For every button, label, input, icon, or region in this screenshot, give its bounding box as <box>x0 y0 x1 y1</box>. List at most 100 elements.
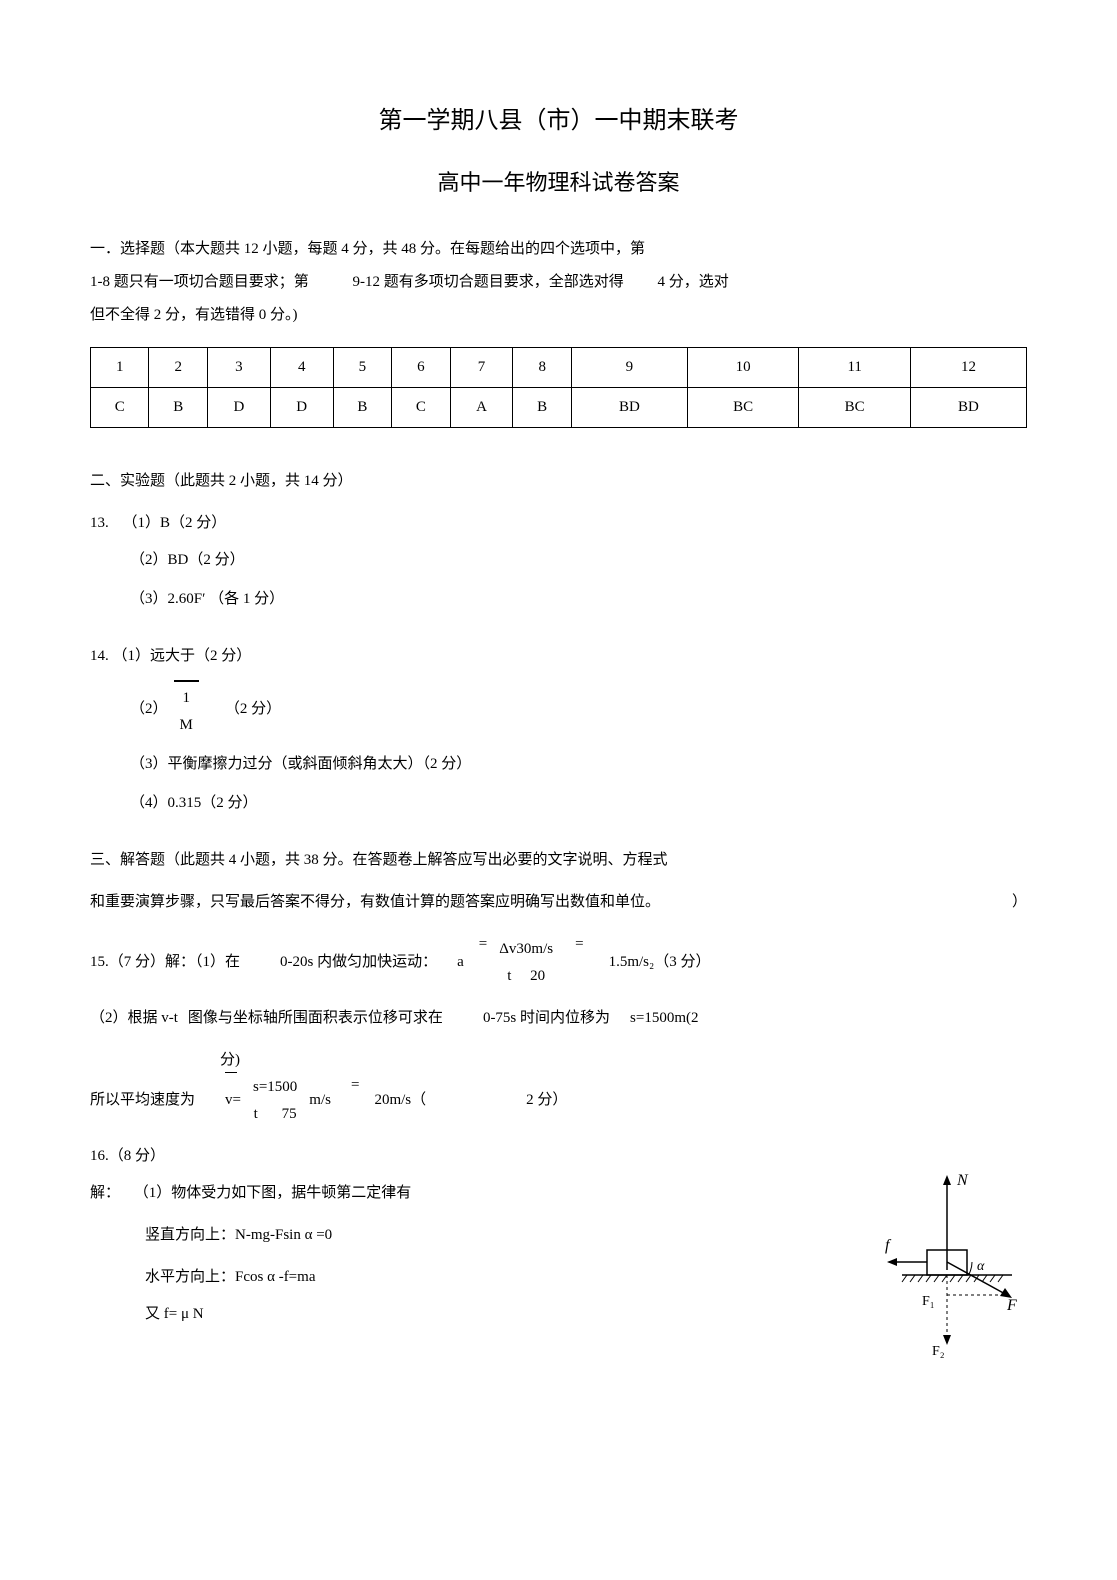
q13-part3: （3）2.60F′ （各 1 分） <box>130 586 1027 613</box>
q15-frac1-val: 30m/s <box>516 941 553 957</box>
q16-line-v: 竖直方向上：N-mg-Fsin α =0 <box>145 1222 817 1249</box>
intro-line1: 一．选择题（本大题共 12 小题，每题 4 分，共 48 分。在每题给出的四个选… <box>90 233 1027 266</box>
diagram-F-label: F <box>1006 1297 1017 1314</box>
table-cell: D <box>207 387 270 427</box>
q14-part2: （2） 1 M （2 分） <box>130 680 1027 739</box>
q14-fraction: 1 M <box>174 680 199 739</box>
q16-solve-label: 解： <box>90 1185 120 1201</box>
table-cell: C <box>91 387 149 427</box>
table-cell: BD <box>910 387 1026 427</box>
table-cell: B <box>513 387 571 427</box>
diagram-F1-label: F₁ <box>922 1294 935 1309</box>
question-13: 13. （1）B（2 分） <box>90 510 1027 537</box>
q15-eq3: = <box>351 1072 359 1099</box>
q15-frac1: Δv30m/s t 20 <box>493 936 559 990</box>
section3-heading2: 和重要演算步骤，只写最后答案不得分，有数值计算的题答案应明确写出数值和单位。 ） <box>90 889 1027 916</box>
q15-frac1-den-sym: t <box>507 968 511 984</box>
table-cell: BC <box>687 387 799 427</box>
q15-frac2-den: t 75 <box>247 1101 303 1128</box>
q15-frac2-num: s=1500 <box>247 1074 303 1101</box>
q15-frac2: s=1500 t 75 <box>247 1074 303 1128</box>
q13-label: 13. <box>90 515 109 531</box>
table-cell: 9 <box>571 347 687 387</box>
q14-part3: （3）平衡摩擦力过分（或斜面倾斜角太大）（2 分） <box>130 751 1027 778</box>
q15-part3a: 所以平均速度为 <box>90 1087 195 1114</box>
q16-line-f: 又 f= μ N <box>145 1301 817 1328</box>
q15-part2b: 图像与坐标轴所围面积表示位移可求在 <box>188 1005 443 1032</box>
q15-vbar: v= <box>225 1087 241 1114</box>
table-cell: C <box>392 387 450 427</box>
q14-part1: （1）远大于（2 分） <box>113 648 252 664</box>
table-cell: 7 <box>450 347 513 387</box>
table-cell: 5 <box>333 347 391 387</box>
diagram-alpha-label: α <box>977 1259 985 1274</box>
q14-part2-prefix: （2） <box>130 696 168 723</box>
question-14: 14. （1）远大于（2 分） <box>90 643 1027 670</box>
q15-result1: 1.5m/s₂（3 分） <box>609 949 711 976</box>
q16-text: 解： （1）物体受力如下图，据牛顿第二定律有 竖直方向上：N-mg-Fsin α… <box>90 1170 817 1328</box>
q15-frac1-den: t 20 <box>493 963 559 990</box>
table-cell: 3 <box>207 347 270 387</box>
q16-part1: （1）物体受力如下图，据牛顿第二定律有 <box>134 1185 412 1201</box>
q15-score: 2 分） <box>526 1087 567 1114</box>
q15-unit: m/s <box>309 1087 331 1114</box>
force-diagram-svg: N f F α <box>847 1170 1027 1370</box>
page-title-sub: 高中一年物理科试卷答案 <box>90 163 1027 203</box>
q14-part4: （4）0.315（2 分） <box>130 790 1027 817</box>
q16-container: 解： （1）物体受力如下图，据牛顿第二定律有 竖直方向上：N-mg-Fsin α… <box>90 1170 1027 1370</box>
q15-eq2: = <box>575 931 583 958</box>
table-cell: 8 <box>513 347 571 387</box>
intro-line2: 1-8 题只有一项切合题目要求；第 9-12 题有多项切合题目要求，全部选对得 … <box>90 266 1027 299</box>
q15-frac1-den-val: 20 <box>530 968 545 984</box>
diagram-f-label: f <box>885 1237 892 1254</box>
table-cell: 1 <box>91 347 149 387</box>
q15-eq1: = <box>479 931 487 958</box>
section3-heading: 三、解答题（此题共 4 小题，共 38 分。在答题卷上解答应写出必要的文字说明、… <box>90 847 1027 874</box>
table-cell: 10 <box>687 347 799 387</box>
q15-formula1: = Δv30m/s t 20 = <box>479 936 594 990</box>
q15-frac2-75: 75 <box>282 1106 297 1122</box>
intro-line2-a: 1-8 题只有一项切合题目要求；第 <box>90 274 309 290</box>
table-cell: 4 <box>270 347 333 387</box>
table-cell: 12 <box>910 347 1026 387</box>
table-row-headers: 1 2 3 4 5 6 7 8 9 10 11 12 <box>91 347 1027 387</box>
diagram-F2-label: F₂ <box>932 1344 945 1359</box>
q15-frac1-num: Δv30m/s <box>493 936 559 963</box>
q15-part1b: a <box>457 949 464 976</box>
table-cell: 11 <box>799 347 911 387</box>
q13-part2: （2）BD（2 分） <box>130 547 1027 574</box>
q16-line-h: 水平方向上：Fcos α -f=ma <box>145 1264 817 1291</box>
q16-label: 16.（8 分） <box>90 1143 1027 1170</box>
q14-label: 14. <box>90 648 109 664</box>
q16-solve: 解： （1）物体受力如下图，据牛顿第二定律有 <box>90 1180 817 1207</box>
table-cell: D <box>270 387 333 427</box>
q15-label: 15.（7 分）解：（1）在 <box>90 949 240 976</box>
section3-heading2-b: ） <box>1012 889 1027 916</box>
section3-heading2-a: 和重要演算步骤，只写最后答案不得分，有数值计算的题答案应明确写出数值和单位。 <box>90 889 660 916</box>
q15-row2: （2）根据 v-t 图像与坐标轴所围面积表示位移可求在 0-75s 时间内位移为… <box>90 1005 1027 1032</box>
page-title-main: 第一学期八县（市）一中期末联考 <box>90 100 1027 143</box>
table-row-answers: C B D D B C A B BD BC BC BD <box>91 387 1027 427</box>
q15-part2c: 0-75s 时间内位移为 <box>483 1005 610 1032</box>
table-cell: 6 <box>392 347 450 387</box>
section1-intro: 一．选择题（本大题共 12 小题，每题 4 分，共 48 分。在每题给出的四个选… <box>90 233 1027 332</box>
intro-line3: 但不全得 2 分，有选错得 0 分。) <box>90 299 1027 332</box>
q15-frac1-sym: Δv <box>499 941 516 957</box>
force-diagram: N f F α <box>847 1170 1027 1370</box>
q15-part1a: 0-20s 内做匀加快运动： <box>280 949 437 976</box>
q15-part2e: 分) <box>220 1047 1027 1074</box>
q15-part2d: s=1500m(2 <box>630 1005 698 1032</box>
q15-result2: 20m/s（ <box>374 1087 426 1114</box>
q15-row3: 所以平均速度为 v= s=1500 t 75 m/s = 20m/s（ 2 分） <box>90 1074 1027 1128</box>
table-cell: 2 <box>149 347 207 387</box>
q13-part1: （1）B（2 分） <box>123 515 227 531</box>
table-cell: A <box>450 387 513 427</box>
q15-part2a: （2）根据 v-t <box>90 1005 178 1032</box>
q15-row1: 15.（7 分）解：（1）在 0-20s 内做匀加快运动： a = Δv30m/… <box>90 936 1027 990</box>
q14-frac-den: M <box>174 712 199 739</box>
q15-part3v: v= <box>225 1092 241 1108</box>
table-cell: BD <box>571 387 687 427</box>
table-cell: B <box>333 387 391 427</box>
q15-frac2-t: t <box>254 1106 258 1122</box>
intro-line2-b: 9-12 题有多项切合题目要求，全部选对得 <box>353 274 624 290</box>
